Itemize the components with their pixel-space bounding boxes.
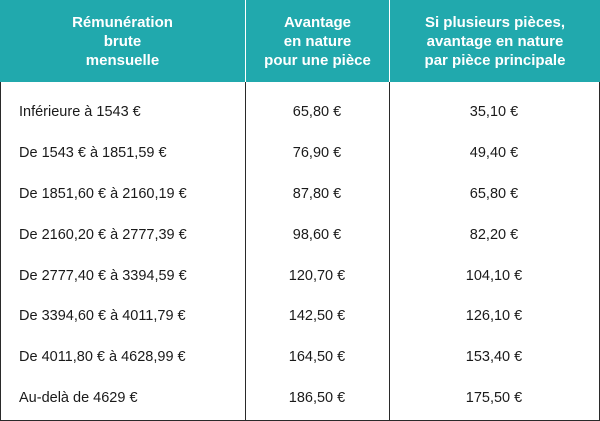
header-benefit-per-main-room: Si plusieurs pièces, avantage en nature … xyxy=(389,0,600,82)
benefit-one-room-cell: 186,50 € xyxy=(288,389,346,406)
salary-range-cell: Au-delà de 4629 € xyxy=(19,389,138,406)
benefit-one-room-cell: 76,90 € xyxy=(292,145,342,162)
table-row: Inférieure à 1543 € 65,80 € 35,10 € xyxy=(1,92,599,133)
benefit-one-room-cell: 142,50 € xyxy=(288,308,346,325)
salary-range-cell: De 2777,40 € à 3394,59 € xyxy=(19,267,187,284)
benefit-one-room-cell: 164,50 € xyxy=(288,349,346,366)
table-row: De 4011,80 € à 4628,99 € 164,50 € 153,40… xyxy=(1,337,599,378)
benefit-per-room-cell: 49,40 € xyxy=(469,145,519,162)
benefit-one-room-cell: 87,80 € xyxy=(292,185,342,202)
table-row: De 2160,20 € à 2777,39 € 98,60 € 82,20 € xyxy=(1,214,599,255)
benefit-one-room-cell: 120,70 € xyxy=(288,267,346,284)
salary-range-cell: De 1543 € à 1851,59 € xyxy=(19,145,167,162)
header-monthly-gross-pay: Rémunération brute mensuelle xyxy=(72,13,173,69)
header-benefit-one-room: Avantage en nature pour une pièce xyxy=(245,0,389,82)
benefit-per-room-cell: 82,20 € xyxy=(469,226,519,243)
benefit-per-room-cell: 104,10 € xyxy=(465,267,523,284)
salary-range-cell: De 2160,20 € à 2777,39 € xyxy=(19,226,187,243)
table-body: Inférieure à 1543 € 65,80 € 35,10 € De 1… xyxy=(0,82,600,421)
salary-range-cell: De 1851,60 € à 2160,19 € xyxy=(19,185,187,202)
benefit-per-room-cell: 153,40 € xyxy=(465,349,523,366)
table-rows: Inférieure à 1543 € 65,80 € 35,10 € De 1… xyxy=(1,82,599,418)
benefit-one-room-cell: 65,80 € xyxy=(292,104,342,121)
table-header: Rémunération brute mensuelle Avantage en… xyxy=(0,0,600,82)
salary-range-cell: Inférieure à 1543 € xyxy=(19,104,141,121)
salary-range-cell: De 4011,80 € à 4628,99 € xyxy=(19,349,186,366)
table-row: De 3394,60 € à 4011,79 € 142,50 € 126,10… xyxy=(1,296,599,337)
table-row: De 1543 € à 1851,59 € 76,90 € 49,40 € xyxy=(1,133,599,174)
benefit-per-room-cell: 126,10 € xyxy=(465,308,523,325)
benefit-per-room-cell: 65,80 € xyxy=(469,185,519,202)
table-row: Au-delà de 4629 € 186,50 € 175,50 € xyxy=(1,378,599,419)
column-divider xyxy=(389,82,390,420)
table-row: De 1851,60 € à 2160,19 € 87,80 € 65,80 € xyxy=(1,174,599,215)
table-row: De 2777,40 € à 3394,59 € 120,70 € 104,10… xyxy=(1,255,599,296)
benefit-per-room-cell: 175,50 € xyxy=(465,389,523,406)
benefit-per-room-cell: 35,10 € xyxy=(469,104,519,121)
column-divider xyxy=(245,82,246,420)
benefit-one-room-cell: 98,60 € xyxy=(292,226,342,243)
salary-range-cell: De 3394,60 € à 4011,79 € xyxy=(19,308,186,325)
